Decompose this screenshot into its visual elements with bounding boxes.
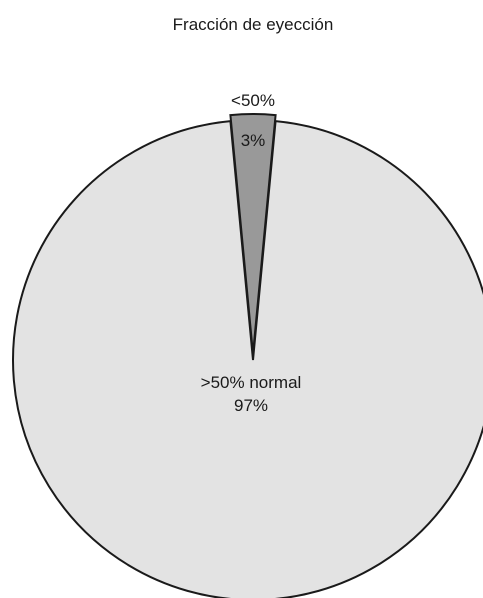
chart-title: Fracción de eyección (173, 15, 334, 34)
slice-label-1: >50% normal (201, 373, 302, 392)
slice-value-label-0: 3% (241, 131, 266, 150)
pie-slice-1 (12, 119, 483, 598)
pie-slice-0 (229, 113, 277, 355)
slice-value-label-1: 97% (234, 396, 268, 415)
slice-label-0: <50% (231, 91, 275, 110)
